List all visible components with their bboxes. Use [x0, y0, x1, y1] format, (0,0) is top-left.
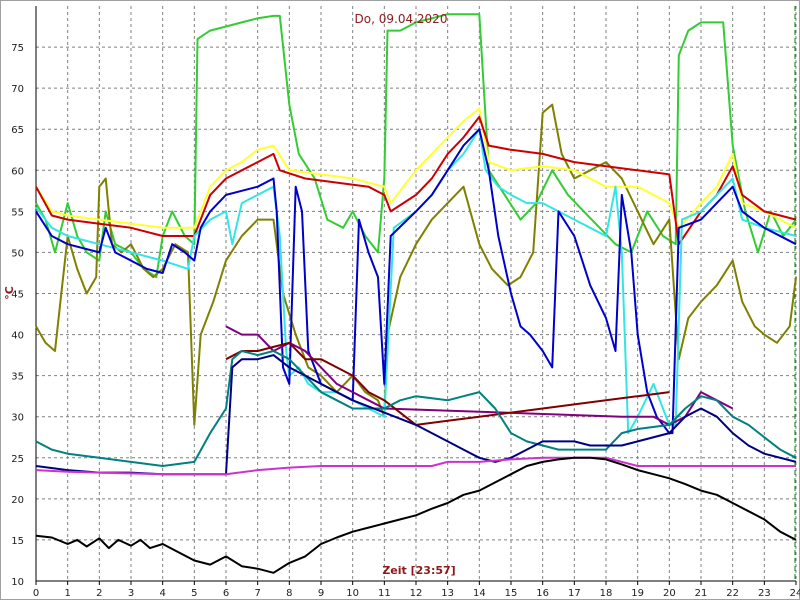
y-tick-label: 15: [11, 536, 24, 547]
y-tick-label: 20: [11, 495, 24, 506]
y-tick-label: 65: [11, 125, 24, 136]
y-axis-label: °C: [3, 286, 16, 300]
y-tick-label: 25: [11, 454, 24, 465]
y-tick-label: 35: [11, 372, 24, 383]
x-tick-label: 3: [128, 588, 134, 599]
y-tick-label: 10: [11, 577, 24, 588]
series-line-8: [225, 341, 670, 426]
y-tick-labels: 10 15 20 25 30 35 40 45 50 55 60 65 70 75: [11, 43, 24, 588]
x-tick-label: 21: [695, 588, 708, 599]
x-tick-label: 5: [191, 588, 197, 599]
x-tick-label: 7: [254, 588, 260, 599]
y-tick-label: 60: [11, 166, 24, 177]
x-tick-label: 14: [473, 588, 486, 599]
x-tick-label: 12: [410, 588, 423, 599]
x-tick-label: 11: [378, 588, 391, 599]
x-tick-label: 23: [758, 588, 771, 599]
x-tick-label: 19: [631, 588, 644, 599]
x-tick-label: 4: [159, 588, 165, 599]
y-tick-label: 70: [11, 84, 24, 95]
series-line-11: [35, 456, 796, 476]
y-tick-label: 45: [11, 290, 24, 301]
x-tick-label: 1: [64, 588, 70, 599]
y-tick-label: 40: [11, 331, 24, 342]
series-line-9: [35, 350, 797, 467]
series-lines: [35, 13, 797, 574]
x-tick-label: 18: [600, 588, 613, 599]
x-tick-label: 2: [96, 588, 102, 599]
x-tick-label: 0: [33, 588, 39, 599]
x-tick-label: 24: [790, 588, 800, 599]
x-axis-label: Zeit [23:57]: [382, 564, 455, 577]
x-tick-label: 22: [726, 588, 739, 599]
y-tick-label: 55: [11, 207, 24, 218]
x-tick-label: 9: [318, 588, 324, 599]
x-tick-label: 16: [536, 588, 549, 599]
series-line-6: [35, 128, 797, 435]
y-tick-label: 50: [11, 248, 24, 259]
x-tick-labels: 0 1 2 3 4 5 6 7 8 9 10 11 12 13 14 15 16 17 18 19 20 21 22 23 24: [33, 581, 800, 599]
y-tick-label: 30: [11, 413, 24, 424]
grid-lines: [35, 6, 797, 582]
x-tick-label: 15: [505, 588, 518, 599]
x-tick-label: 20: [663, 588, 676, 599]
x-tick-label: 13: [441, 588, 454, 599]
x-tick-label: 10: [346, 588, 359, 599]
x-tick-label: 17: [568, 588, 581, 599]
series-line-10: [35, 354, 797, 476]
y-tick-label: 75: [11, 43, 24, 54]
x-tick-label: 6: [223, 588, 229, 599]
chart-title: Do, 09.04.2020: [355, 12, 448, 26]
x-tick-label: 8: [286, 588, 292, 599]
series-line-4: [35, 115, 797, 246]
series-line-12: [35, 456, 797, 574]
